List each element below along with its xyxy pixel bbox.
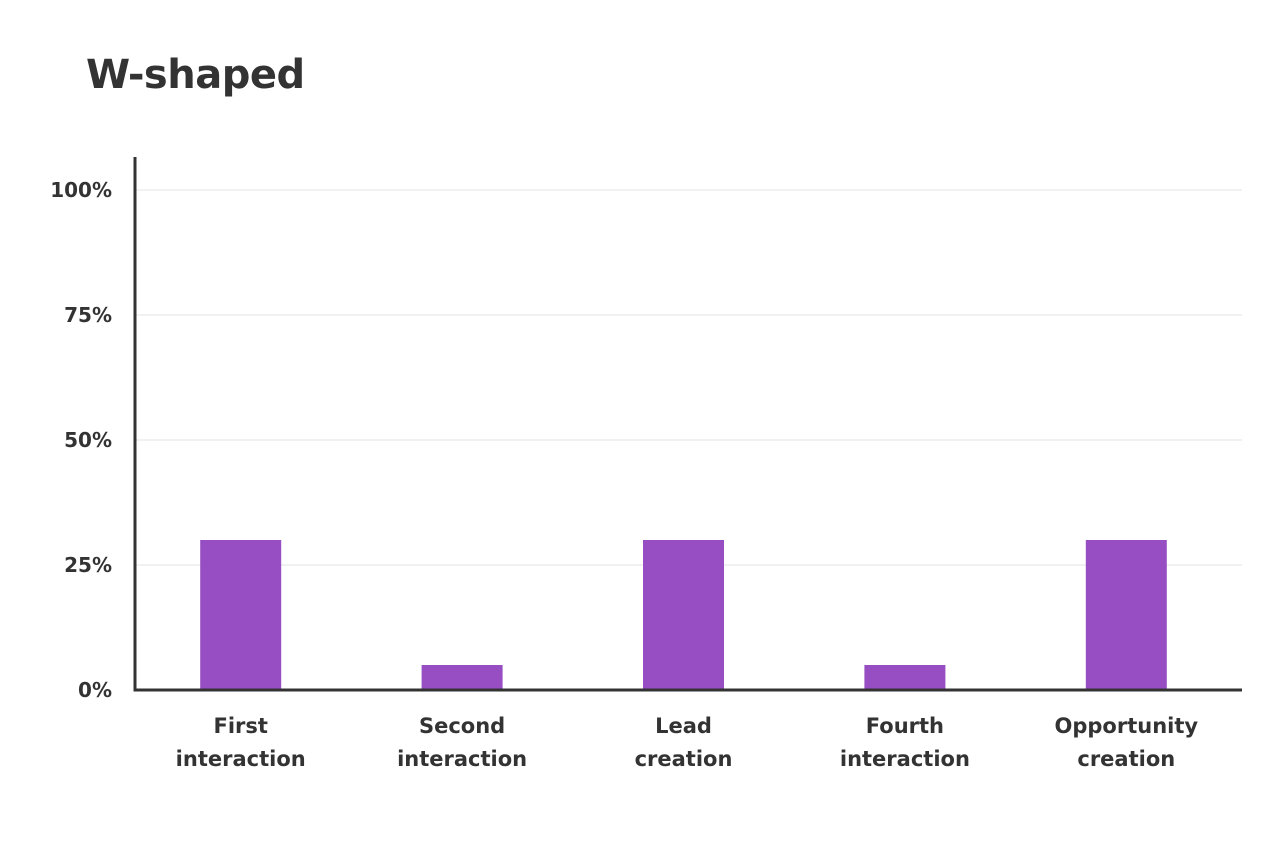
bar <box>200 540 282 690</box>
y-tick-label: 50% <box>64 428 112 452</box>
chart-title: W-shaped <box>86 52 305 98</box>
y-tick-label: 25% <box>64 553 112 577</box>
y-tick-label: 100% <box>50 178 112 202</box>
x-tick-label: Lead creation <box>635 714 733 771</box>
bar <box>421 665 503 690</box>
x-tick-label: Fourth interaction <box>840 714 970 771</box>
bar <box>864 665 946 690</box>
y-tick-label: 75% <box>64 303 112 327</box>
y-tick-label: 0% <box>78 678 112 702</box>
bar <box>643 540 724 690</box>
x-tick-label: Opportunity creation <box>1055 714 1199 771</box>
x-tick-label: First interaction <box>176 714 306 771</box>
bar <box>1085 540 1167 690</box>
x-tick-label: Second interaction <box>397 714 527 771</box>
